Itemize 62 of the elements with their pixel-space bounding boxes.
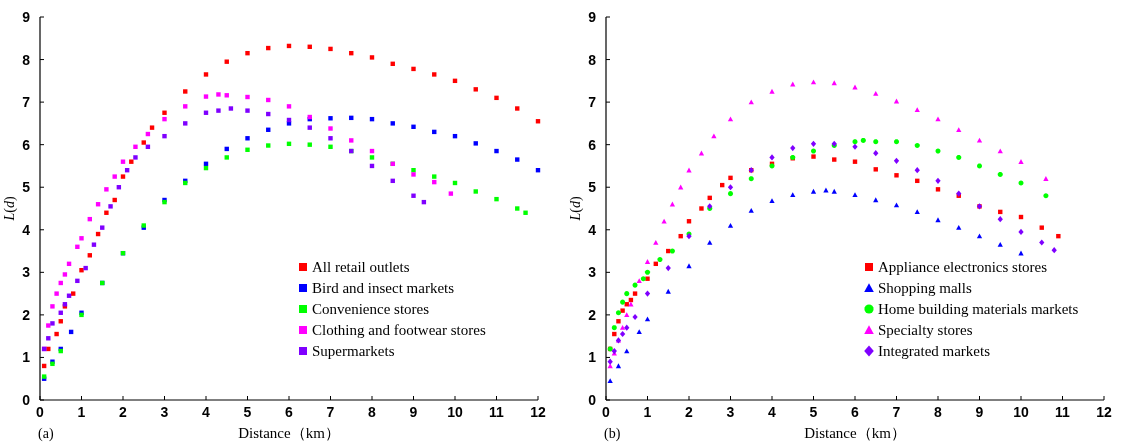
x-tick-label: 5 [243, 404, 252, 420]
x-tick-label: 8 [368, 404, 377, 420]
y-tick-label: 7 [588, 94, 597, 111]
x-tick-label: 10 [447, 404, 463, 420]
y-tick-label: 6 [22, 136, 31, 153]
x-tick-label: 2 [119, 404, 128, 420]
y-tick-label: 2 [588, 306, 597, 323]
y-tick-label: 3 [588, 264, 597, 281]
y-tick-label: 1 [22, 349, 31, 366]
x-axis-title: Distance（km） [238, 425, 340, 441]
x-tick-label: 7 [892, 404, 901, 420]
y-axis-title: L(d) [568, 196, 584, 222]
y-tick-label: 4 [22, 221, 31, 238]
x-tick-label: 9 [409, 404, 418, 420]
y-tick-label: 9 [588, 9, 597, 25]
x-tick-label: 8 [934, 404, 943, 420]
y-tick-label: 0 [22, 392, 31, 408]
y-tick-label: 7 [22, 94, 31, 111]
x-tick-label: 11 [489, 404, 505, 420]
x-tick-label: 11 [1055, 404, 1071, 420]
legend-label: Home building materials markets [878, 301, 1079, 317]
x-tick-label: 6 [851, 404, 860, 420]
legend-label: Integrated markets [878, 343, 991, 359]
x-tick-label: 3 [726, 404, 735, 420]
y-tick-label: 2 [22, 306, 31, 323]
x-tick-label: 9 [975, 404, 984, 420]
y-tick-label: 4 [588, 221, 597, 238]
x-tick-label: 0 [602, 404, 611, 420]
x-tick-label: 10 [1013, 404, 1029, 420]
y-tick-label: 8 [588, 51, 597, 68]
y-tick-label: 5 [22, 179, 31, 196]
x-tick-label: 6 [285, 404, 294, 420]
x-tick-label: 2 [685, 404, 694, 420]
y-tick-label: 9 [22, 9, 31, 25]
x-tick-label: 1 [77, 404, 86, 420]
text: (b) [604, 426, 621, 442]
legend-label: Shopping malls [878, 280, 972, 296]
x-tick-label: 4 [202, 404, 211, 420]
x-tick-label: 3 [160, 404, 169, 420]
legend-label: Clothing and footwear stores [312, 322, 486, 338]
y-axis-title: L(d) [2, 196, 18, 222]
y-tick-label: 5 [588, 179, 597, 196]
legend-label: Bird and insect markets [312, 280, 455, 296]
x-tick-label: 7 [326, 404, 335, 420]
legend-label: Appliance electronics stores [878, 259, 1048, 275]
y-tick-label: 6 [588, 136, 597, 153]
x-tick-label: 12 [1096, 404, 1112, 420]
legend-label: All retail outlets [312, 259, 410, 275]
y-tick-label: 1 [588, 349, 597, 366]
x-tick-label: 0 [36, 404, 45, 420]
y-tick-label: 3 [22, 264, 31, 281]
legend-label: Convenience stores [312, 301, 430, 317]
x-axis-title: Distance（km） [804, 425, 906, 441]
legend-label: Specialty stores [878, 322, 973, 338]
x-tick-label: 4 [768, 404, 777, 420]
x-tick-label: 5 [809, 404, 818, 420]
x-tick-label: 1 [643, 404, 652, 420]
text: (a) [38, 426, 54, 442]
y-tick-label: 0 [588, 392, 597, 408]
legend-label: Supermarkets [312, 343, 395, 359]
y-tick-label: 8 [22, 51, 31, 68]
x-tick-label: 12 [530, 404, 546, 420]
